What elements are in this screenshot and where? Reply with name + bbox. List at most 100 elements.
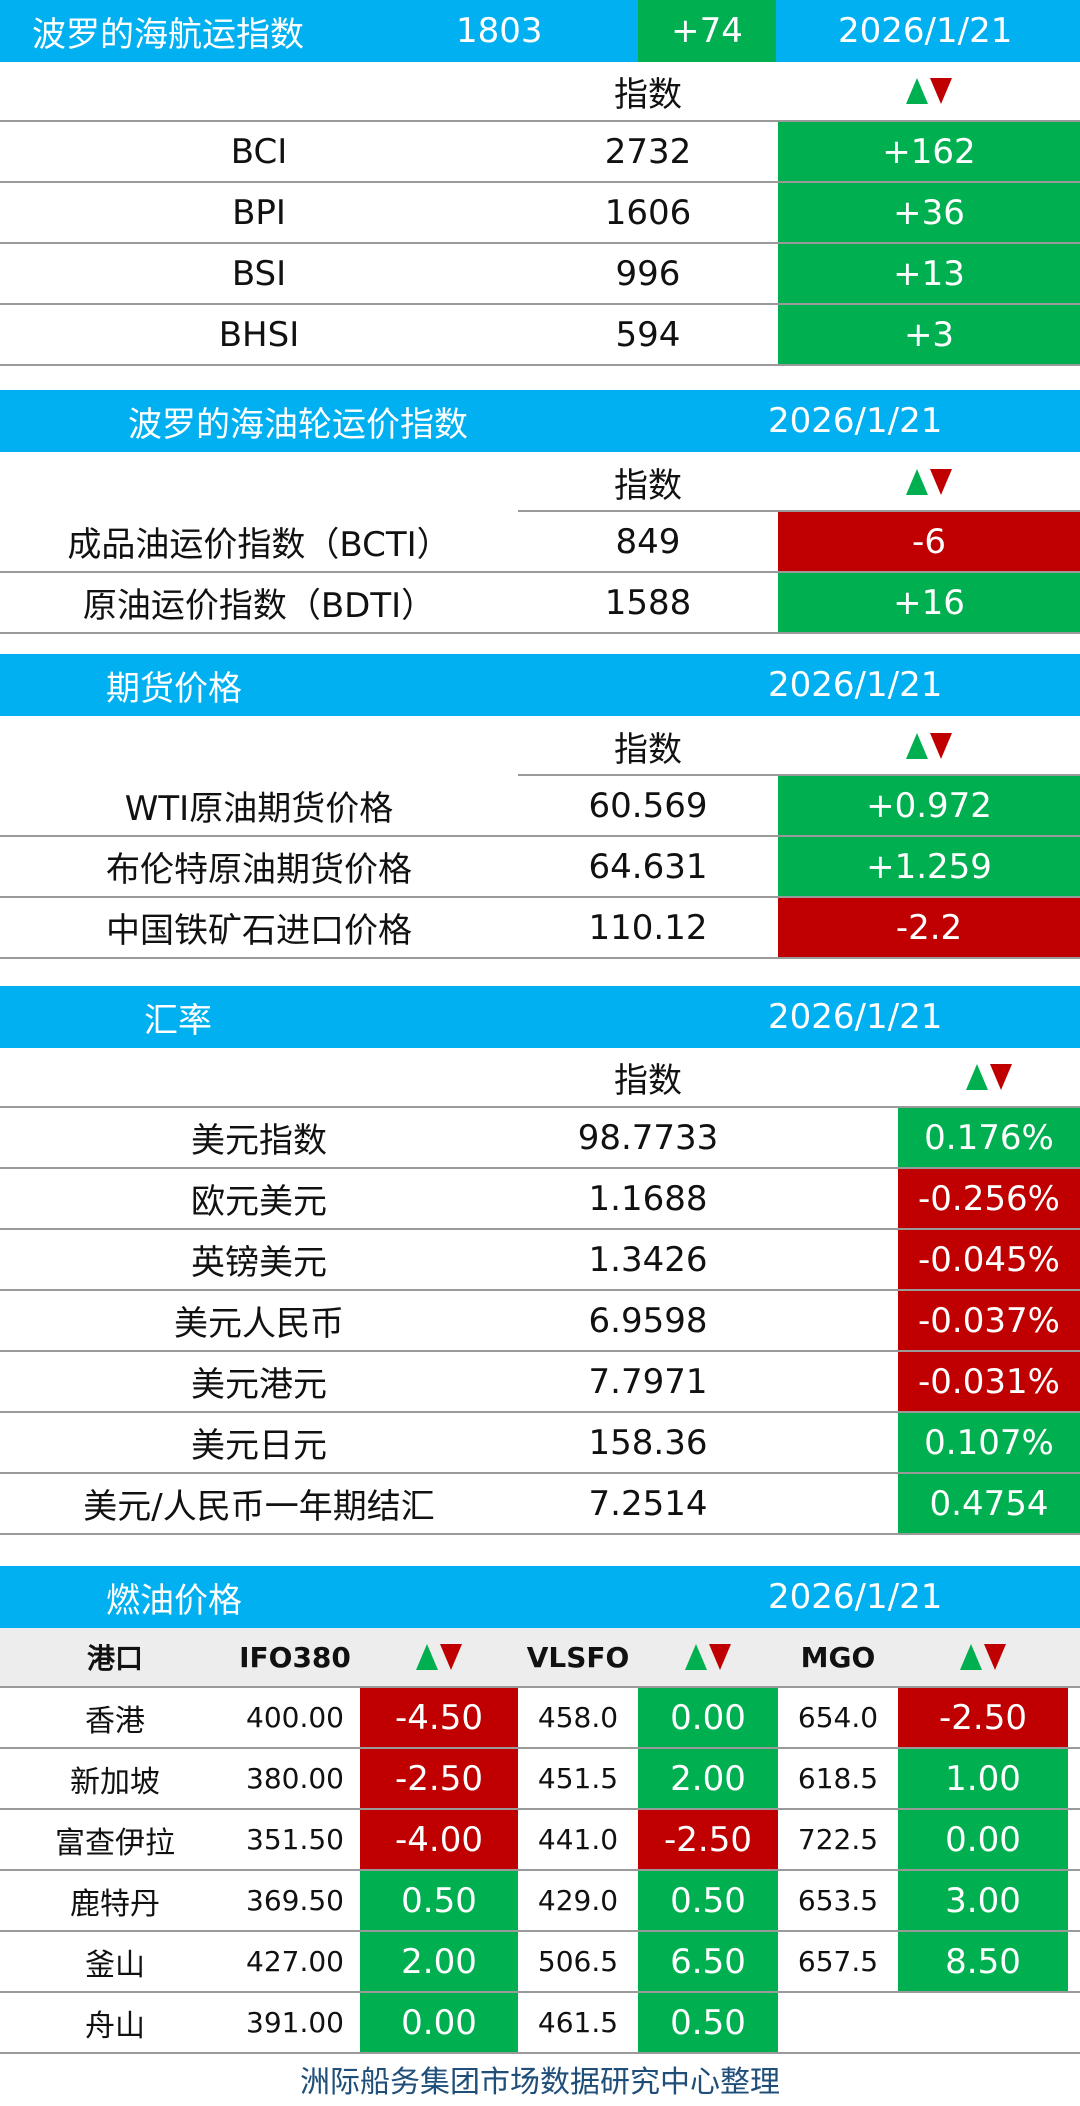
tanker-col-header: 指数 xyxy=(0,452,1080,512)
row-value: 98.7733 xyxy=(577,1117,719,1158)
row-value: 110.12 xyxy=(588,907,708,948)
fuel-vlsfo-chg-cell: 2.00 xyxy=(638,1749,778,1808)
row-name: 英镑美元 xyxy=(191,1243,327,1283)
futures-header-band: 期货价格 2026/1/21 xyxy=(0,654,1080,716)
updown-icon xyxy=(360,1628,518,1686)
col-index-label: 指数 xyxy=(614,465,682,506)
updown-icon xyxy=(638,1628,778,1686)
fuel-vlsfo-cell: 506.5 xyxy=(537,1945,619,1978)
row-change: +1.259 xyxy=(778,837,1080,896)
row-name: 布伦特原油期货价格 xyxy=(106,850,412,890)
fuel-col-header: 港口 IFO380 VLSFO MGO xyxy=(0,1628,1080,1688)
footer-credit: 洲际船务集团市场数据研究中心整理 xyxy=(300,2065,780,2100)
fuel-ifo-cell: 351.50 xyxy=(246,1823,344,1856)
table-row: BPI 1606 +36 xyxy=(0,183,1080,244)
row-change: -2.2 xyxy=(778,898,1080,957)
row-value: 1.1688 xyxy=(588,1178,708,1219)
row-change: 0.4754 xyxy=(898,1474,1080,1533)
row-change: +3 xyxy=(778,305,1080,364)
row-name: BCI xyxy=(230,131,288,172)
fuel-mgo-chg-cell xyxy=(898,1993,1068,2052)
fuel-ifo-cell: 369.50 xyxy=(246,1884,344,1917)
fx-header-band: 汇率 2026/1/21 xyxy=(0,986,1080,1048)
row-name: 中国铁矿石进口价格 xyxy=(106,911,412,951)
fuel-mgo-chg-cell: -2.50 xyxy=(898,1688,1068,1747)
fuel-ifo-chg-cell: 0.00 xyxy=(360,1993,518,2052)
row-name: 美元人民币 xyxy=(174,1304,344,1344)
updown-icon xyxy=(778,716,1080,776)
row-value: 64.631 xyxy=(588,846,708,887)
row-change: -0.045% xyxy=(898,1230,1080,1289)
col-mgo-label: MGO xyxy=(800,1640,876,1674)
fuel-mgo-cell: 618.5 xyxy=(797,1762,879,1795)
updown-icon xyxy=(778,452,1080,512)
table-row: 釜山 427.00 2.00 506.5 6.50 657.5 8.50 xyxy=(0,1932,1080,1993)
fx-date: 2026/1/21 xyxy=(768,997,943,1037)
futures-col-header: 指数 xyxy=(0,716,1080,776)
fuel-ifo-chg-cell: -2.50 xyxy=(360,1749,518,1808)
row-value: 594 xyxy=(615,314,681,355)
row-change: +0.972 xyxy=(778,776,1080,835)
row-name: 美元/人民币一年期结汇 xyxy=(83,1487,435,1527)
row-change: -0.037% xyxy=(898,1291,1080,1350)
row-value: 1606 xyxy=(604,192,692,233)
row-name: BSI xyxy=(231,253,287,294)
col-index-label: 指数 xyxy=(614,729,682,770)
row-change: 0.176% xyxy=(898,1108,1080,1167)
table-row: 鹿特丹 369.50 0.50 429.0 0.50 653.5 3.00 xyxy=(0,1871,1080,1932)
fuel-vlsfo-chg-cell: 0.50 xyxy=(638,1871,778,1930)
fuel-ifo-chg-cell: 0.50 xyxy=(360,1871,518,1930)
fuel-ifo-cell: 391.00 xyxy=(246,2006,344,2039)
fuel-vlsfo-cell: 451.5 xyxy=(537,1762,619,1795)
updown-icon xyxy=(778,62,1080,120)
col-index-label: 指数 xyxy=(614,1060,682,1101)
fuel-mgo-cell: 722.5 xyxy=(797,1823,879,1856)
row-name: 美元指数 xyxy=(191,1121,327,1161)
fuel-port-cell: 釜山 xyxy=(85,1947,145,1983)
col-index-label: 指数 xyxy=(614,74,682,115)
table-row: 美元日元 158.36 0.107% xyxy=(0,1413,1080,1474)
row-change: +162 xyxy=(778,122,1080,181)
fuel-port-cell: 香港 xyxy=(85,1703,145,1739)
row-value: 1.3426 xyxy=(588,1239,708,1280)
row-change: -0.031% xyxy=(898,1352,1080,1411)
table-row: 舟山 391.00 0.00 461.5 0.50 xyxy=(0,1993,1080,2054)
fuel-port-cell: 新加坡 xyxy=(70,1764,160,1800)
fuel-mgo-chg-cell: 0.00 xyxy=(898,1810,1068,1869)
fx-col-header: 指数 xyxy=(0,1048,1080,1108)
fuel-vlsfo-cell: 458.0 xyxy=(537,1701,619,1734)
row-value: 7.7971 xyxy=(588,1361,708,1402)
updown-icon xyxy=(898,1048,1080,1106)
fuel-ifo-cell: 380.00 xyxy=(246,1762,344,1795)
row-value: 7.2514 xyxy=(588,1483,708,1524)
tanker-title: 波罗的海油轮运价指数 xyxy=(128,404,468,445)
col-ifo-label: IFO380 xyxy=(239,1640,351,1674)
row-change: +13 xyxy=(778,244,1080,303)
futures-title: 期货价格 xyxy=(106,668,242,709)
table-row: BCI 2732 +162 xyxy=(0,122,1080,183)
fuel-ifo-cell: 400.00 xyxy=(246,1701,344,1734)
row-value: 60.569 xyxy=(588,785,708,826)
row-name: 美元日元 xyxy=(191,1426,327,1466)
col-vlsfo-label: VLSFO xyxy=(526,1640,630,1674)
fuel-vlsfo-chg-cell: 6.50 xyxy=(638,1932,778,1991)
fx-title: 汇率 xyxy=(144,1000,212,1041)
fuel-date: 2026/1/21 xyxy=(768,1577,943,1617)
fuel-vlsfo-chg-cell: 0.50 xyxy=(638,1993,778,2052)
table-row: BSI 996 +13 xyxy=(0,244,1080,305)
fuel-header-band: 燃油价格 2026/1/21 xyxy=(0,1566,1080,1628)
row-name: BPI xyxy=(232,192,286,233)
fuel-ifo-chg-cell: 2.00 xyxy=(360,1932,518,1991)
row-name: 欧元美元 xyxy=(191,1182,327,1222)
row-value: 6.9598 xyxy=(588,1300,708,1341)
fuel-vlsfo-cell: 429.0 xyxy=(537,1884,619,1917)
row-name: 美元港元 xyxy=(191,1365,327,1405)
table-row: 美元港元 7.7971 -0.031% xyxy=(0,1352,1080,1413)
table-row: 香港 400.00 -4.50 458.0 0.00 654.0 -2.50 xyxy=(0,1688,1080,1749)
fuel-mgo-cell: 653.5 xyxy=(797,1884,879,1917)
table-row: 欧元美元 1.1688 -0.256% xyxy=(0,1169,1080,1230)
fuel-title: 燃油价格 xyxy=(106,1580,242,1621)
fuel-mgo-chg-cell: 8.50 xyxy=(898,1932,1068,1991)
fuel-vlsfo-chg-cell: 0.00 xyxy=(638,1688,778,1747)
fuel-ifo-cell: 427.00 xyxy=(246,1945,344,1978)
